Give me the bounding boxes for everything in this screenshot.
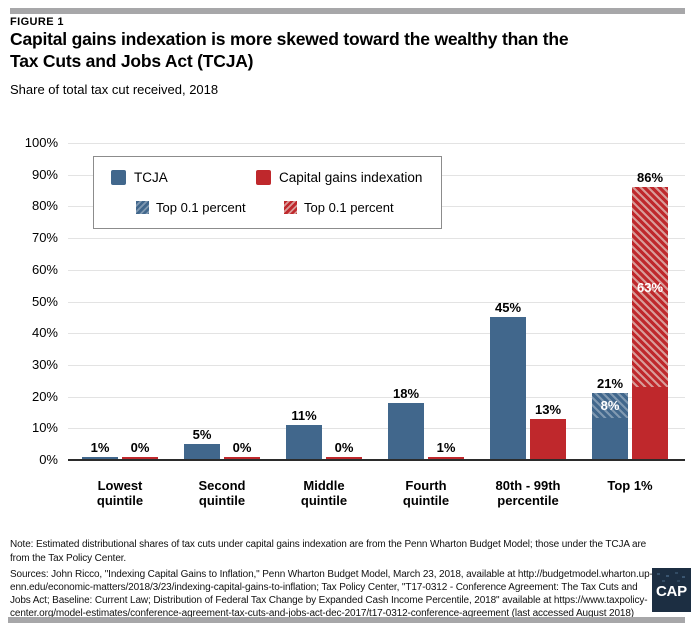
y-gridline [68, 143, 685, 144]
cap-logo-texture [657, 573, 660, 575]
bar-value-label: 86% [636, 170, 664, 185]
notes-block: Note: Estimated distributional shares of… [10, 538, 653, 620]
sources-block: Sources: John Ricco, "Indexing Capital G… [10, 568, 653, 620]
x-axis-category-line: Middle [303, 478, 345, 493]
bar-value-label: 0% [232, 440, 252, 455]
y-axis-tick-label: 70% [31, 230, 58, 245]
x-axis-category-line: quintile [300, 493, 348, 508]
figure-label: FIGURE 1 [10, 16, 64, 28]
y-axis-tick-label: 20% [31, 389, 58, 404]
y-axis-tick-label: 0% [39, 452, 58, 467]
bar-cgi [428, 457, 464, 460]
y-gridline [68, 238, 685, 239]
bar-tcja [184, 444, 220, 460]
y-gridline [68, 397, 685, 398]
x-axis-category-line: Fourth [405, 478, 447, 493]
x-axis-category-line: quintile [402, 493, 450, 508]
bar-value-label: 1% [90, 440, 110, 455]
legend-label-cgi: Capital gains indexation [279, 170, 423, 185]
x-axis-category-line: Lowest [97, 478, 143, 493]
x-axis-category-label: Second quintile [170, 478, 274, 508]
x-axis-category-label: 80th - 99th percentile [476, 478, 580, 508]
y-gridline [68, 333, 685, 334]
sources-line: center.org/model-estimates/conference-ag… [10, 608, 635, 619]
cap-logo: CAP [652, 568, 691, 612]
top-01-percent-label: 63% [636, 279, 664, 295]
bar-value-label: 1% [436, 440, 456, 455]
legend-swatch-cgi-icon [256, 170, 271, 185]
bar-value-label: 0% [334, 440, 354, 455]
y-axis-tick-label: 90% [31, 167, 58, 182]
top-01-percent-label: 8% [600, 398, 620, 413]
y-gridline [68, 428, 685, 429]
y-axis-tick-label: 10% [31, 420, 58, 435]
bar-value-label: 13% [534, 402, 562, 417]
bar-tcja [388, 403, 424, 460]
bar-cgi [530, 419, 566, 460]
sources-line: Sources: John Ricco, "Indexing Capital G… [10, 569, 653, 580]
legend-label-tcja: TCJA [134, 170, 168, 185]
x-axis-baseline [68, 459, 685, 461]
chart-title-line1: Capital gains indexation is more skewed … [10, 29, 569, 49]
legend-swatch-top01-red-icon [284, 201, 297, 214]
y-gridline [68, 365, 685, 366]
x-axis-category-line: percentile [497, 493, 559, 508]
x-axis-category-line: Second [198, 478, 246, 493]
bar-value-label: 0% [130, 440, 150, 455]
y-axis-tick-label: 80% [31, 198, 58, 213]
top-rule [10, 8, 685, 14]
bar-tcja [82, 457, 118, 460]
bar-cgi [326, 457, 362, 460]
cap-logo-text: CAP [656, 583, 687, 600]
y-axis-tick-label: 60% [31, 262, 58, 277]
bar-value-label: 21% [596, 376, 624, 391]
bar-cgi [122, 457, 158, 460]
x-axis-category-line: Top 1% [607, 478, 653, 493]
note-line: Note: Estimated distributional shares of… [10, 539, 647, 550]
top-01-percent-overlay: 8% [592, 393, 628, 418]
y-axis-tick-label: 30% [31, 357, 58, 372]
x-axis-category-line: 80th - 99th [495, 478, 561, 493]
x-axis-category-label: Fourth quintile [374, 478, 478, 508]
bar-cgi [224, 457, 260, 460]
legend-swatch-tcja-icon [111, 170, 126, 185]
bar-value-label: 11% [291, 408, 317, 423]
bottom-rule [8, 617, 685, 623]
chart-title: Capital gains indexation is more skewed … [10, 28, 569, 72]
sources-line: enn.edu/economic-matters/2018/3/23/index… [10, 582, 638, 593]
legend-swatch-top01-blue-icon [136, 201, 149, 214]
bar-tcja [490, 317, 526, 460]
bar-value-label: 5% [192, 427, 212, 442]
chart-title-line2: Tax Cuts and Jobs Act (TCJA) [10, 51, 254, 71]
y-gridline [68, 270, 685, 271]
note-line: from the Tax Policy Center. [10, 552, 127, 564]
legend-label-top01-red: Top 0.1 percent [304, 200, 394, 215]
y-axis-tick-label: 40% [31, 325, 58, 340]
y-gridline [68, 302, 685, 303]
y-axis-tick-label: 50% [31, 294, 58, 309]
top-01-percent-overlay: 63% [632, 187, 668, 387]
chart-legend: TCJA Capital gains indexation Top 0.1 pe… [93, 156, 442, 229]
x-axis-category-line: quintile [198, 493, 246, 508]
bar-value-label: 18% [392, 386, 420, 401]
bar-value-label: 45% [494, 300, 522, 315]
y-axis-tick-label: 100% [24, 135, 58, 150]
x-axis-category-label: Top 1% [578, 478, 682, 493]
x-axis-category-label: Middle quintile [272, 478, 376, 508]
sources-line: Jobs Act; Baseline: Current Law; Distrib… [10, 595, 648, 606]
legend-label-top01-blue: Top 0.1 percent [156, 200, 246, 215]
chart-subtitle: Share of total tax cut received, 2018 [10, 82, 219, 97]
x-axis-category-label: Lowest quintile [68, 478, 172, 508]
x-axis-category-line: quintile [96, 493, 144, 508]
bar-tcja [286, 425, 322, 460]
